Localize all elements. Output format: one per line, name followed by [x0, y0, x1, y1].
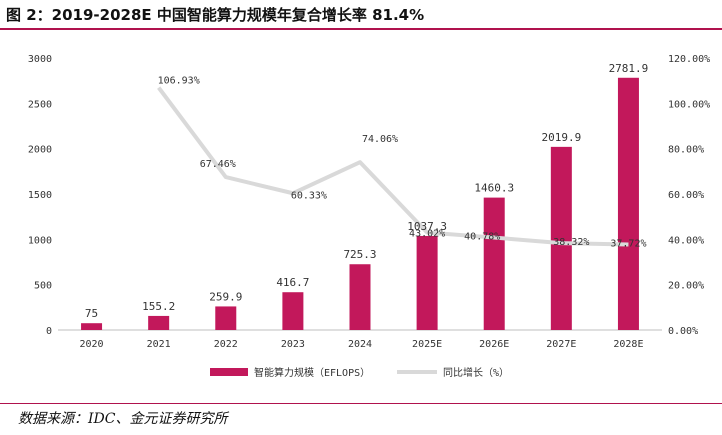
bar [483, 197, 505, 330]
x-tick-label: 2022 [214, 339, 238, 350]
line-data-label: 74.06% [362, 134, 398, 145]
y-left-tick-label: 1500 [28, 190, 52, 201]
y-right-tick-label: 80.00% [668, 145, 704, 156]
line-data-label: 60.33% [291, 190, 327, 201]
x-tick-label: 2023 [281, 339, 305, 350]
x-tick-label: 2028E [613, 339, 643, 350]
legend-bar-label: 智能算力规模（EFLOPS） [254, 366, 370, 379]
bar [282, 292, 304, 330]
y-left-tick-label: 0 [46, 326, 52, 337]
line-data-label: 43.02% [409, 228, 445, 239]
legend-bar-swatch [210, 368, 248, 376]
y-left-tick-label: 2500 [28, 99, 52, 110]
line-data-label: 106.93% [158, 76, 200, 87]
line-data-label: 40.78% [464, 232, 500, 243]
y-right-tick-label: 100.00% [668, 99, 710, 110]
bar [617, 77, 639, 330]
y-left-tick-label: 1000 [28, 235, 52, 246]
y-right-tick-label: 60.00% [668, 190, 704, 201]
bar [81, 323, 103, 330]
bar-data-label: 725.3 [343, 248, 376, 261]
bar [416, 235, 438, 330]
x-tick-label: 2021 [147, 339, 171, 350]
y-right-tick-label: 20.00% [668, 281, 704, 292]
bar-data-label: 2781.9 [609, 62, 649, 75]
bar [148, 315, 170, 330]
bar-data-label: 1460.3 [474, 182, 514, 195]
x-tick-label: 2025E [412, 339, 442, 350]
bar-data-label: 1037.3 [407, 220, 447, 233]
bar-data-label: 2019.9 [541, 131, 581, 144]
source-note: 数据来源：IDC、金元证券研究所 [18, 411, 228, 427]
x-tick-label: 2026E [479, 339, 509, 350]
source-divider [0, 403, 722, 404]
bar [349, 264, 371, 330]
legend-line-label: 同比增长（%） [443, 366, 509, 379]
title-divider [0, 28, 722, 30]
x-tick-label: 2024 [348, 339, 372, 350]
y-right-tick-label: 40.00% [668, 235, 704, 246]
y-left-tick-label: 500 [34, 281, 52, 292]
bar-data-label: 259.9 [209, 290, 242, 303]
x-tick-label: 2020 [80, 339, 104, 350]
bar [550, 146, 572, 330]
figure-title: 图 2：2019-2028E 中国智能算力规模年复合增长率 81.4% [6, 6, 425, 24]
y-right-tick-label: 0.00% [668, 326, 698, 337]
y-left-tick-label: 3000 [28, 54, 52, 65]
line-data-label: 67.46% [200, 159, 236, 170]
y-left-tick-label: 2000 [28, 145, 52, 156]
line-data-label: 37.72% [610, 239, 646, 250]
bar-data-label: 75 [85, 307, 98, 320]
bar-data-label: 416.7 [276, 276, 309, 289]
bar [215, 306, 237, 330]
x-tick-label: 2027E [546, 339, 576, 350]
bar-data-label: 155.2 [142, 300, 175, 313]
line-data-label: 38.32% [553, 237, 589, 248]
growth-line [157, 86, 629, 247]
y-right-tick-label: 120.00% [668, 54, 710, 65]
